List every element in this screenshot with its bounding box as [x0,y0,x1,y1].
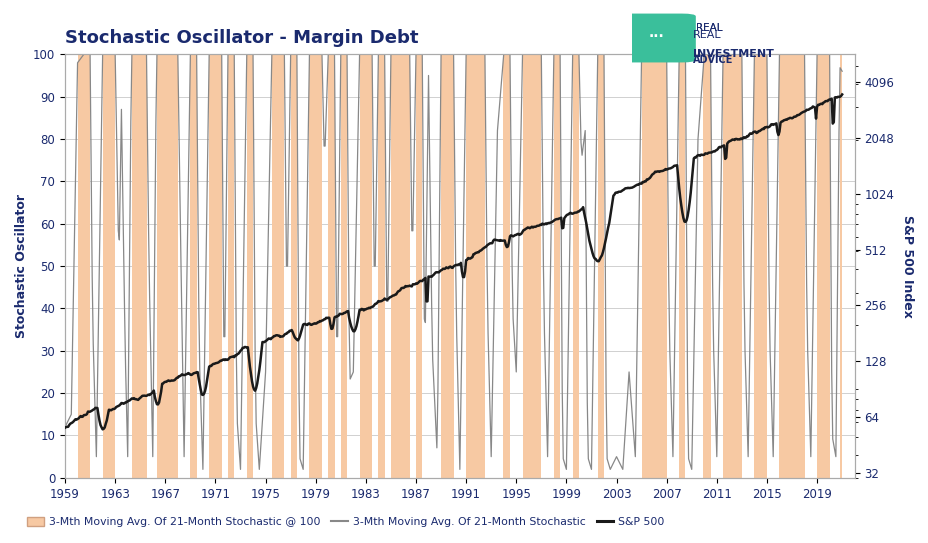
Text: Stochastic Oscillator - Margin Debt: Stochastic Oscillator - Margin Debt [65,29,419,47]
Y-axis label: S&P 500 Index: S&P 500 Index [900,214,913,318]
Text: INVESTMENT: INVESTMENT [692,49,773,59]
Legend: 3-Mth Moving Avg. Of 21-Month Stochastic @ 100, 3-Mth Moving Avg. Of 21-Month St: 3-Mth Moving Avg. Of 21-Month Stochastic… [23,513,668,532]
FancyBboxPatch shape [617,14,695,62]
Y-axis label: Stochastic Oscillator: Stochastic Oscillator [15,194,28,338]
Text: ···: ··· [649,30,664,44]
Text: REAL: REAL [695,23,725,33]
Text: REAL: REAL [692,30,721,40]
Text: REAL: REAL [695,23,725,33]
Text: ADVICE: ADVICE [692,55,732,65]
